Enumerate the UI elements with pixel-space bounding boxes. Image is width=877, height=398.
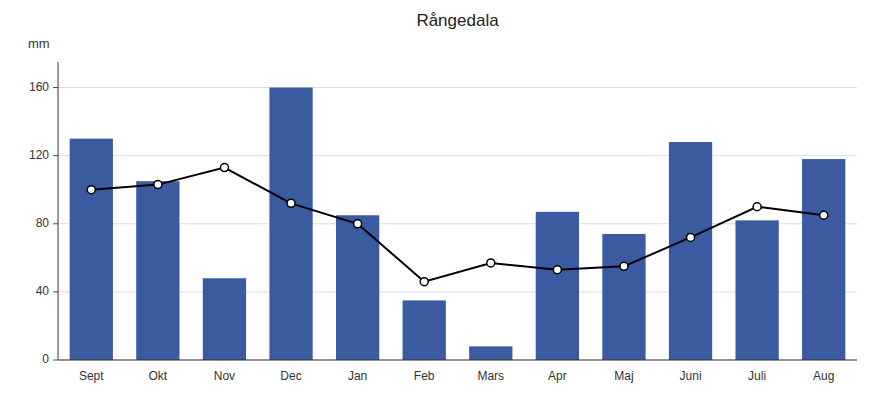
bar xyxy=(269,88,312,360)
y-tick-label: 0 xyxy=(42,352,49,366)
y-tick xyxy=(53,291,58,292)
line-marker xyxy=(620,262,628,270)
bar xyxy=(136,181,179,360)
y-tick xyxy=(53,155,58,156)
bar xyxy=(70,139,113,360)
grid-line xyxy=(58,155,857,156)
y-tick-label: 160 xyxy=(29,80,49,94)
y-tick xyxy=(53,360,58,361)
x-tick-label: Juni xyxy=(680,369,702,383)
x-axis-line xyxy=(58,360,857,361)
x-tick-label: Juli xyxy=(748,369,766,383)
line-marker xyxy=(87,186,95,194)
x-axis: Sept Okt Nov Dec Jan Feb Mars Apr Maj Juni Juli Aug xyxy=(79,369,834,383)
y-tick-label: 80 xyxy=(36,216,50,230)
bar xyxy=(669,142,712,360)
line-marker xyxy=(553,266,561,274)
line-marker xyxy=(687,233,695,241)
bar-series xyxy=(70,88,846,360)
x-tick-label: Feb xyxy=(414,369,435,383)
line-marker xyxy=(420,278,428,286)
chart-container: 0 40 80 120 160 Sept Okt Nov Dec Jan Feb Mars Apr Maj… xyxy=(0,0,877,398)
line-marker xyxy=(820,211,828,219)
line-marker xyxy=(154,181,162,189)
y-tick xyxy=(53,223,58,224)
y-axis-label: mm xyxy=(28,36,50,51)
x-tick-label: Okt xyxy=(149,369,168,383)
line-marker xyxy=(287,199,295,207)
bar xyxy=(203,278,246,360)
x-tick-label: Mars xyxy=(477,369,504,383)
x-tick-label: Dec xyxy=(280,369,301,383)
bar xyxy=(403,300,446,360)
x-tick-label: Maj xyxy=(614,369,633,383)
x-tick-label: Jan xyxy=(348,369,367,383)
line-series xyxy=(87,164,827,286)
grid-line xyxy=(58,87,857,88)
x-tick-label: Nov xyxy=(214,369,235,383)
grid-line xyxy=(58,360,857,361)
y-axis-line xyxy=(58,62,59,360)
bar xyxy=(735,220,778,360)
x-tick-label: Sept xyxy=(79,369,104,383)
bar xyxy=(802,159,845,360)
line xyxy=(91,168,823,282)
title: Rångedala xyxy=(416,11,499,30)
line-marker xyxy=(220,164,228,172)
bar xyxy=(469,346,512,360)
line-marker xyxy=(487,259,495,267)
y-tick xyxy=(53,87,58,88)
line-marker xyxy=(354,220,362,228)
chart-svg: 0 40 80 120 160 Sept Okt Nov Dec Jan Feb Mars Apr Maj… xyxy=(0,0,877,398)
y-tick-label: 120 xyxy=(29,148,49,162)
grid xyxy=(58,88,857,360)
x-tick-label: Apr xyxy=(548,369,567,383)
marks xyxy=(70,88,846,360)
line-marker xyxy=(753,203,761,211)
bar xyxy=(602,234,645,360)
x-tick-label: Aug xyxy=(813,369,834,383)
axes: 0 40 80 120 160 xyxy=(29,80,58,366)
y-tick-label: 40 xyxy=(36,284,50,298)
bar xyxy=(536,212,579,360)
